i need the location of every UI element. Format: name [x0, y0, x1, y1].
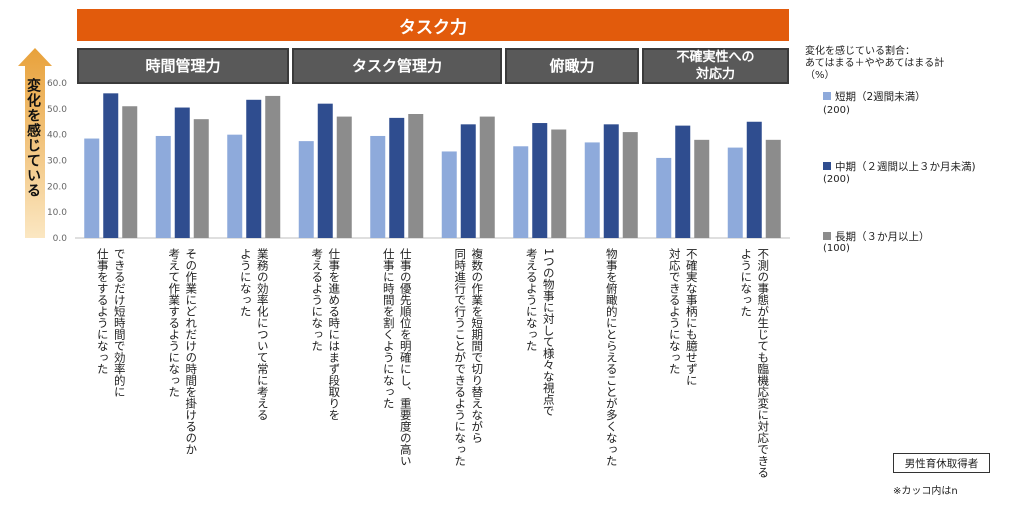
x-tick-label: 仕事を進める時にはまず段取りを 考えるようになった	[310, 248, 342, 421]
side-axis-label: 変化を感じている	[25, 78, 41, 198]
legend-n-long: (100)	[823, 243, 850, 254]
group-label: 不確実性への 対応力	[676, 50, 755, 82]
bar-mid	[746, 121, 762, 238]
x-tick-label: 不確実な事柄にも臆せずに 対応できるようになった	[667, 248, 699, 386]
bar-long	[336, 116, 352, 238]
group-time-management: 時間管理力	[77, 48, 289, 84]
bar-short	[84, 138, 100, 238]
chart-banner: タスク力	[77, 9, 789, 41]
bar-long	[193, 119, 209, 238]
bar-long	[694, 139, 710, 238]
bar-short	[513, 146, 529, 238]
bar-mid	[460, 124, 476, 238]
bar-short	[155, 135, 171, 238]
legend-swatch-long	[823, 232, 831, 240]
bar-long	[479, 116, 495, 238]
x-tick-label: 仕事の優先順位を明確にし、重要度の高い 仕事に時間を割くようになった	[381, 248, 413, 467]
bar-short	[227, 134, 243, 238]
y-tick-label: 0.0	[53, 234, 68, 244]
group-label: タスク管理力	[351, 56, 442, 75]
sample-note-text: ※カッコ内はn	[893, 486, 958, 497]
x-tick-label: 複数の作業を短期間で切り替えながら 同時進行で行うことができるようになった	[453, 248, 485, 467]
bar-mid	[389, 117, 405, 238]
bar-short	[370, 135, 386, 238]
legend-swatch-short	[823, 92, 831, 100]
bar-short	[298, 141, 314, 238]
bar-mid	[246, 99, 262, 239]
legend-label-mid: 中期（２週間以上３か月未満)	[835, 161, 976, 173]
group-task-management: タスク管理力	[292, 48, 502, 84]
legend-label-short: 短期（2週間未満）	[835, 91, 926, 103]
group-overview: 俯瞰力	[505, 48, 639, 84]
bar-long	[551, 129, 567, 238]
bar-mid	[675, 125, 691, 238]
bar-mid	[532, 123, 548, 238]
bar-long	[408, 114, 424, 238]
bar-mid	[317, 103, 333, 239]
legend-swatch-mid	[823, 162, 831, 170]
bar-long	[122, 106, 138, 238]
bar-long	[265, 95, 281, 239]
up-arrow-icon	[18, 48, 52, 238]
y-tick-label: 10.0	[47, 208, 67, 218]
bar-short	[656, 157, 672, 238]
x-tick-label: 業務の効率化について常に考える ようになった	[238, 248, 270, 421]
bar-mid	[103, 93, 119, 238]
x-tick-label: 物事を俯瞰的にとらえることが多くなった	[604, 248, 619, 467]
bar-short	[584, 142, 600, 238]
bar-short	[727, 147, 743, 238]
legend-heading: 変化を感じている割合： あてはまる＋ややあてはまる計 （%）	[805, 46, 945, 81]
bar-mid	[603, 124, 619, 238]
y-tick-label: 20.0	[47, 182, 67, 192]
legend-label-long: 長期（３か月以上）	[835, 231, 930, 243]
legend-n-mid: (200)	[823, 174, 850, 185]
sample-note-box: 男性育休取得者	[893, 453, 990, 473]
x-tick-label: できるだけ短時間で効率的に 仕事をするようになった	[95, 248, 127, 398]
legend-n-short: (200)	[823, 105, 850, 116]
y-tick-label: 50.0	[47, 105, 67, 115]
y-tick-label: 40.0	[47, 131, 67, 141]
y-tick-label: 60.0	[47, 79, 67, 89]
bar-long	[622, 132, 638, 238]
bar-short	[441, 151, 457, 238]
y-tick-label: 30.0	[47, 157, 67, 167]
x-tick-label: その作業にどれだけの時間を掛けるのか 考えて作業するようになった	[167, 248, 199, 455]
bar-long	[765, 139, 781, 238]
x-tick-label: 1つの物事に対して様々な視点で 考えるようになった	[524, 248, 556, 417]
group-label: 俯瞰力	[549, 56, 595, 75]
bar-mid	[174, 107, 190, 239]
x-tick-label: 不測の事態が生じても臨機応変に対応できる ようになった	[739, 248, 771, 478]
group-uncertainty: 不確実性への 対応力	[642, 48, 789, 84]
group-label: 時間管理力	[145, 56, 221, 75]
